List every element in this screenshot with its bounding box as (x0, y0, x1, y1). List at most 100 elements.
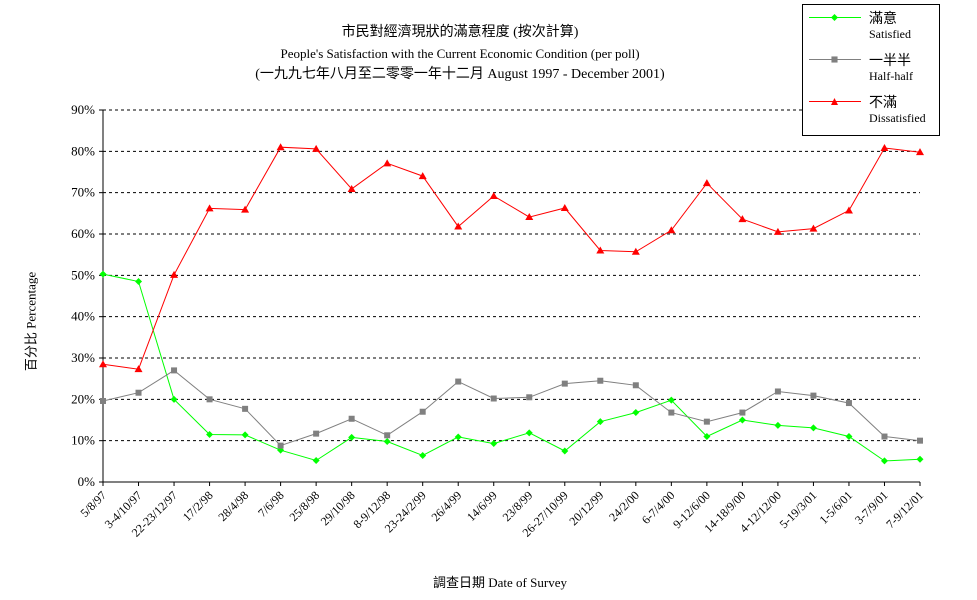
data-point-satisfied (561, 447, 569, 455)
x-axis-title: 調查日期 Date of Survey (433, 575, 567, 590)
data-point-dissatisfied (383, 159, 392, 167)
data-point-dissatisfied (134, 365, 143, 373)
data-point-dissatisfied (560, 203, 569, 211)
y-tick-label: 40% (71, 309, 95, 324)
data-point-satisfied (490, 440, 498, 448)
x-tick-label: 14/6/99 (464, 488, 500, 524)
legend-item-dissatisfied: 不滿 Dissatisfied (803, 91, 941, 133)
data-point-satisfied (383, 437, 391, 445)
x-tick-label: 7/6/98 (255, 488, 287, 520)
data-point-satisfied (703, 433, 711, 441)
data-point-half-half (206, 396, 213, 403)
data-point-satisfied (419, 452, 427, 460)
y-axis-title: 百分比 Percentage (23, 271, 39, 372)
data-point-half-half (171, 367, 178, 374)
legend-label-half-half: 一半半 (869, 54, 911, 69)
data-point-satisfied (348, 433, 356, 441)
y-tick-label: 0% (78, 474, 96, 489)
data-point-half-half (774, 388, 781, 395)
data-point-satisfied (845, 433, 853, 441)
data-point-satisfied (632, 409, 640, 417)
data-point-half-half (135, 389, 142, 396)
x-tick-label: 5-19/3/01 (777, 488, 820, 531)
data-point-satisfied (135, 278, 143, 286)
chart-subtitle-period: (一九九七年八月至二零零一年十二月 August 1997 - December… (255, 67, 665, 82)
data-point-dissatisfied (205, 204, 214, 212)
data-point-satisfied (170, 395, 178, 403)
data-point-half-half (526, 394, 533, 401)
data-point-half-half (810, 392, 817, 399)
data-point-satisfied (809, 424, 817, 432)
series-line-dissatisfied (102, 146, 921, 370)
legend-label-dissatisfied: 不滿 (869, 96, 897, 111)
data-point-half-half (668, 409, 675, 416)
series-line-satisfied (102, 273, 921, 462)
data-point-dissatisfied (809, 224, 818, 232)
legend-square-icon (831, 56, 838, 63)
x-tick-label: 7-9/12/01 (883, 488, 926, 531)
data-point-dissatisfied (454, 222, 463, 230)
y-tick-label: 60% (71, 226, 95, 241)
data-point-half-half (845, 400, 852, 407)
data-point-satisfied (596, 418, 604, 426)
y-tick-label: 80% (71, 143, 95, 158)
data-point-half-half (100, 397, 106, 404)
data-point-dissatisfied (347, 184, 356, 192)
legend-diamond-icon (831, 14, 838, 21)
legend-item-satisfied: 滿意 Satisfied (803, 7, 941, 49)
data-point-dissatisfied (844, 206, 853, 214)
data-point-dissatisfied (738, 215, 747, 223)
data-point-half-half (348, 415, 355, 422)
data-point-half-half (917, 437, 923, 444)
y-tick-label: 70% (71, 185, 95, 200)
y-tick-label: 30% (71, 350, 95, 365)
x-tick-label: 28/4/98 (215, 488, 251, 524)
data-point-satisfied (206, 430, 214, 438)
data-point-half-half (490, 395, 497, 402)
chart-legend: 滿意 Satisfied 一半半 Half-half 不滿 Dissatisfi… (802, 4, 940, 136)
legend-triangle-icon (831, 98, 838, 105)
data-point-half-half (242, 405, 249, 412)
chart-subtitle: People's Satisfaction with the Current E… (280, 46, 640, 61)
x-tick-label: 5/8/97 (78, 488, 110, 520)
data-point-satisfied (99, 270, 107, 278)
data-point-half-half (881, 433, 888, 440)
data-point-dissatisfied (418, 172, 427, 180)
data-point-dissatisfied (489, 191, 498, 199)
data-point-half-half (561, 380, 568, 387)
legend-item-half-half: 一半半 Half-half (803, 49, 941, 91)
data-point-dissatisfied (916, 148, 924, 156)
data-point-half-half (384, 432, 391, 439)
data-point-satisfied (241, 431, 249, 439)
chart-title: 市民對經濟現狀的滿意程度 (按次計算) (341, 25, 579, 40)
legend-label-half-half-en: Half-half (869, 69, 913, 83)
data-point-dissatisfied (170, 270, 179, 278)
data-point-half-half (277, 442, 284, 449)
data-point-satisfied (312, 457, 320, 465)
chart-title-block: 市民對經濟現狀的滿意程度 (按次計算) People's Satisfactio… (180, 22, 740, 85)
legend-label-satisfied-en: Satisfied (869, 27, 911, 41)
data-point-dissatisfied (880, 144, 889, 152)
y-tick-label: 90% (71, 102, 95, 117)
legend-label-dissatisfied-en: Dissatisfied (869, 111, 926, 125)
x-tick-label: 1-5/6/01 (816, 488, 855, 527)
data-point-dissatisfied (596, 246, 605, 254)
data-point-half-half (703, 418, 710, 425)
legend-label-satisfied: 滿意 (869, 12, 897, 27)
data-point-half-half (455, 378, 462, 385)
x-tick-label: 26/4/99 (429, 488, 465, 524)
data-point-half-half (313, 430, 320, 437)
data-point-half-half (419, 408, 426, 415)
data-point-dissatisfied (241, 205, 250, 213)
data-point-dissatisfied (631, 247, 640, 255)
data-point-satisfied (738, 416, 746, 424)
data-point-satisfied (667, 396, 675, 404)
data-point-dissatisfied (702, 179, 711, 187)
x-tick-label: 24/2/00 (606, 488, 642, 524)
data-point-dissatisfied (276, 143, 285, 151)
y-tick-label: 10% (71, 433, 95, 448)
data-point-half-half (632, 382, 639, 389)
data-point-dissatisfied (667, 226, 676, 234)
y-tick-label: 20% (71, 391, 95, 406)
